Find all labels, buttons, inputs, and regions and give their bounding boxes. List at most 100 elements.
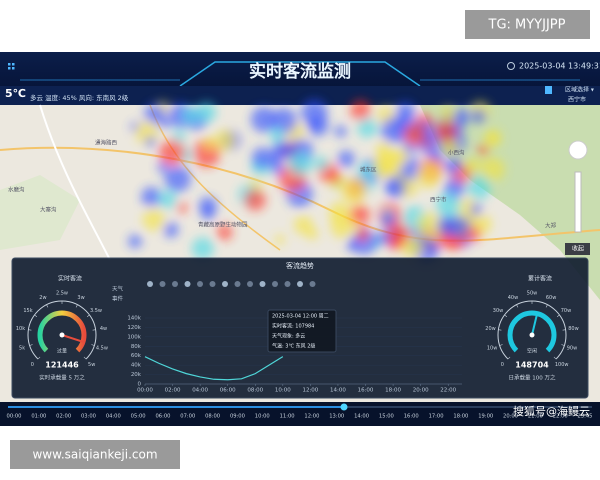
weather-icon[interactable]: [209, 281, 216, 287]
heat-blob: [270, 107, 298, 135]
region-icon[interactable]: [545, 86, 552, 94]
weather-bar: [0, 86, 600, 105]
menu-icon[interactable]: [8, 63, 15, 70]
weather-icon[interactable]: [247, 281, 253, 287]
line-chart[interactable]: 0 20k 40k 60k 80k 100k 120k 140k 00:00 02:00 04:00…: [127, 281, 462, 394]
x-tick-label: 16:00: [358, 388, 374, 394]
heat-blob: [465, 158, 481, 173]
heat-blob: [440, 106, 456, 123]
gauge-tick: [29, 344, 33, 346]
timeline-label: 04:00: [106, 414, 121, 420]
collapse-button[interactable]: [565, 243, 590, 255]
weather-icon[interactable]: [184, 281, 191, 287]
heat-blob: [198, 196, 217, 215]
y-tick-label: 0: [138, 382, 142, 388]
gauge-tick-label: 15k: [23, 308, 32, 314]
y-tick-label: 40k: [131, 363, 142, 369]
gauge-tick: [46, 304, 49, 308]
weather-icon[interactable]: [159, 281, 166, 287]
weather-icon[interactable]: [284, 281, 291, 287]
heat-blob: [416, 212, 444, 240]
tooltip-line: 2025-03-04 12:00 周二: [272, 314, 329, 320]
timeline-label: 11:00: [280, 414, 295, 420]
gauge-tick: [545, 304, 548, 308]
gauge-tick-label: 4w: [100, 326, 107, 332]
gauge-tick-label: 10w: [487, 345, 497, 351]
tooltip-line: 天气现象: 多云: [272, 333, 305, 340]
x-tick-label: 22:00: [440, 388, 456, 394]
heat-blob: [182, 107, 200, 125]
map-green: [420, 105, 600, 300]
map-label: 大郑: [545, 222, 557, 230]
gauge-tick-label: 5k: [19, 345, 25, 351]
chart-title: 客流趋势: [286, 261, 314, 270]
heat-blob: [359, 162, 377, 180]
timeline-label: 12:00: [304, 414, 319, 420]
timeline: 00:00 01:00 02:00 03:00 04:00 05:00 06:00 07:00…: [7, 414, 593, 420]
heat-blob: [440, 138, 459, 157]
watermark-box: [10, 440, 180, 469]
timeline-label: 09:00: [230, 414, 245, 420]
map-green: [0, 175, 80, 250]
weather-icon[interactable]: [147, 281, 153, 287]
map-label: 城东区: [360, 166, 377, 174]
heat-blob: [390, 232, 404, 247]
weather-icon[interactable]: [197, 281, 203, 287]
heat-blob: [469, 203, 483, 216]
weather-icon[interactable]: [259, 281, 266, 287]
heat-blob: [269, 152, 282, 165]
gauge-value: 148704: [515, 361, 549, 370]
heat-blob: [274, 234, 285, 245]
timeline-handle[interactable]: [340, 403, 348, 411]
heat-blob: [278, 148, 289, 159]
heat-blob: [471, 108, 487, 124]
y-tick-label: 60k: [131, 353, 142, 359]
timeline-label: 00:00: [7, 414, 22, 420]
heat-blob: [270, 128, 285, 143]
weather-icon[interactable]: [297, 281, 303, 287]
watermark: TG: MYYJJPP: [488, 18, 566, 33]
heat-blob: [346, 238, 360, 252]
x-tick-label: 10:00: [275, 388, 291, 394]
tooltip-line: 气温: 3℃ 东风 2级: [272, 343, 315, 350]
x-tick-label: 14:00: [330, 388, 346, 394]
gauge-title: 实时客流: [58, 275, 82, 283]
heat-blob: [337, 150, 355, 168]
heat-blob: [355, 227, 370, 242]
x-tick-label: 12:00: [302, 388, 318, 394]
weather-icon[interactable]: [309, 281, 316, 287]
gauge-tick-label: 3w: [77, 295, 84, 301]
heat-blob: [159, 139, 186, 166]
heatmap: [128, 99, 505, 263]
gauge-tick: [83, 356, 87, 360]
timeline-label: 23:45: [578, 414, 593, 420]
weather-icon[interactable]: [272, 281, 278, 287]
clock-icon: [507, 62, 515, 70]
heat-blob: [251, 147, 274, 169]
gauge-tick: [516, 304, 519, 308]
zoom-bar[interactable]: [574, 171, 582, 233]
timeline-label: 16:00: [404, 414, 419, 420]
region-select[interactable]: 区域选择 ▾: [565, 86, 594, 94]
weather-icon[interactable]: [222, 281, 228, 287]
heat-blob: [306, 227, 319, 240]
heat-blob: [141, 186, 162, 208]
heat-blob: [128, 234, 142, 249]
timeline-label: 03:00: [81, 414, 96, 420]
compass[interactable]: [568, 140, 588, 160]
tooltip-box: [267, 309, 337, 353]
gauge-arc: [37, 310, 87, 353]
heat-blob: [436, 215, 457, 237]
line-series: [144, 356, 284, 381]
legend-event: 事件: [112, 295, 124, 303]
heat-blob: [373, 150, 401, 178]
x-tick-label: 08:00: [247, 388, 263, 394]
gauge-tick-label: 2.5w: [56, 291, 68, 297]
gauge-tick: [504, 314, 508, 318]
weather-icon[interactable]: [172, 281, 178, 287]
gauge-tick: [37, 356, 41, 360]
heat-blob: [401, 237, 423, 258]
heat-blob: [250, 106, 277, 133]
weather-icon[interactable]: [234, 281, 241, 287]
heat-blob: [350, 99, 371, 121]
